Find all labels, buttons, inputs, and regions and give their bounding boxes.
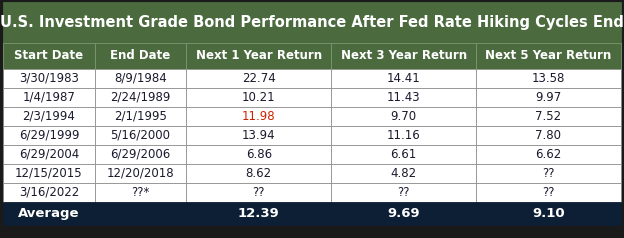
- Text: 6.62: 6.62: [535, 148, 562, 161]
- Text: 9.69: 9.69: [388, 207, 420, 220]
- Bar: [95, 145, 187, 164]
- Text: 11.98: 11.98: [242, 110, 276, 123]
- Text: 2/3/1994: 2/3/1994: [22, 110, 76, 123]
- Text: 3/30/1983: 3/30/1983: [19, 72, 79, 85]
- Text: Next 3 Year Return: Next 3 Year Return: [341, 50, 467, 63]
- Bar: [476, 88, 621, 107]
- Bar: [476, 202, 621, 225]
- Text: 11.16: 11.16: [387, 129, 421, 142]
- Bar: [187, 145, 331, 164]
- Text: 5/16/2000: 5/16/2000: [110, 129, 170, 142]
- Bar: [187, 202, 331, 225]
- Text: Average: Average: [18, 207, 80, 220]
- Text: 8.62: 8.62: [246, 167, 272, 180]
- Text: 13.58: 13.58: [532, 72, 565, 85]
- Bar: [187, 164, 331, 183]
- Text: ??: ??: [397, 186, 410, 199]
- Bar: [187, 69, 331, 88]
- Bar: [187, 88, 331, 107]
- Bar: [476, 43, 621, 69]
- Bar: [3, 183, 95, 202]
- Text: 12/15/2015: 12/15/2015: [15, 167, 83, 180]
- Text: 10.21: 10.21: [242, 91, 276, 104]
- Bar: [3, 69, 95, 88]
- Bar: [95, 43, 187, 69]
- Text: 7.80: 7.80: [535, 129, 562, 142]
- Text: 3/16/2022: 3/16/2022: [19, 186, 79, 199]
- Bar: [331, 88, 476, 107]
- Bar: [95, 107, 187, 126]
- Bar: [95, 202, 187, 225]
- Text: 1/4/1987: 1/4/1987: [22, 91, 76, 104]
- Bar: [476, 164, 621, 183]
- Bar: [3, 145, 95, 164]
- Text: 4.82: 4.82: [391, 167, 417, 180]
- Bar: [95, 164, 187, 183]
- Text: 22.74: 22.74: [242, 72, 276, 85]
- Bar: [3, 43, 95, 69]
- Bar: [476, 107, 621, 126]
- Bar: [3, 2, 621, 43]
- Bar: [331, 107, 476, 126]
- Bar: [3, 126, 95, 145]
- Text: 11.43: 11.43: [387, 91, 421, 104]
- Text: Next 5 Year Return: Next 5 Year Return: [485, 50, 612, 63]
- Bar: [187, 126, 331, 145]
- Text: 6.61: 6.61: [391, 148, 417, 161]
- Text: ??: ??: [542, 167, 555, 180]
- Text: End Date: End Date: [110, 50, 170, 63]
- Text: ??*: ??*: [131, 186, 150, 199]
- Bar: [3, 164, 95, 183]
- Text: 2/1/1995: 2/1/1995: [114, 110, 167, 123]
- Bar: [476, 145, 621, 164]
- Bar: [187, 107, 331, 126]
- Text: 9.10: 9.10: [532, 207, 565, 220]
- Bar: [95, 126, 187, 145]
- Bar: [187, 183, 331, 202]
- Bar: [331, 164, 476, 183]
- Text: 8/9/1984: 8/9/1984: [114, 72, 167, 85]
- Bar: [187, 43, 331, 69]
- Text: 2/24/1989: 2/24/1989: [110, 91, 171, 104]
- Bar: [3, 107, 95, 126]
- Text: 9.97: 9.97: [535, 91, 562, 104]
- Text: U.S. Investment Grade Bond Performance After Fed Rate Hiking Cycles End: U.S. Investment Grade Bond Performance A…: [0, 15, 624, 30]
- Text: 12/20/2018: 12/20/2018: [107, 167, 174, 180]
- Text: 6.86: 6.86: [246, 148, 272, 161]
- Bar: [95, 183, 187, 202]
- Text: Next 1 Year Return: Next 1 Year Return: [196, 50, 322, 63]
- Text: 13.94: 13.94: [242, 129, 276, 142]
- Bar: [476, 69, 621, 88]
- Bar: [331, 202, 476, 225]
- Text: 6/29/2006: 6/29/2006: [110, 148, 170, 161]
- Bar: [331, 69, 476, 88]
- Bar: [95, 88, 187, 107]
- Text: 7.52: 7.52: [535, 110, 562, 123]
- Bar: [476, 183, 621, 202]
- Bar: [331, 145, 476, 164]
- Text: Start Date: Start Date: [14, 50, 84, 63]
- Text: 12.39: 12.39: [238, 207, 280, 220]
- Bar: [3, 202, 95, 225]
- Bar: [331, 183, 476, 202]
- Text: 14.41: 14.41: [387, 72, 421, 85]
- Text: ??: ??: [253, 186, 265, 199]
- Text: 6/29/2004: 6/29/2004: [19, 148, 79, 161]
- Bar: [95, 69, 187, 88]
- Text: 6/29/1999: 6/29/1999: [19, 129, 79, 142]
- Bar: [331, 126, 476, 145]
- Text: ??: ??: [542, 186, 555, 199]
- Bar: [476, 126, 621, 145]
- Bar: [3, 88, 95, 107]
- Bar: [331, 43, 476, 69]
- Text: 9.70: 9.70: [391, 110, 417, 123]
